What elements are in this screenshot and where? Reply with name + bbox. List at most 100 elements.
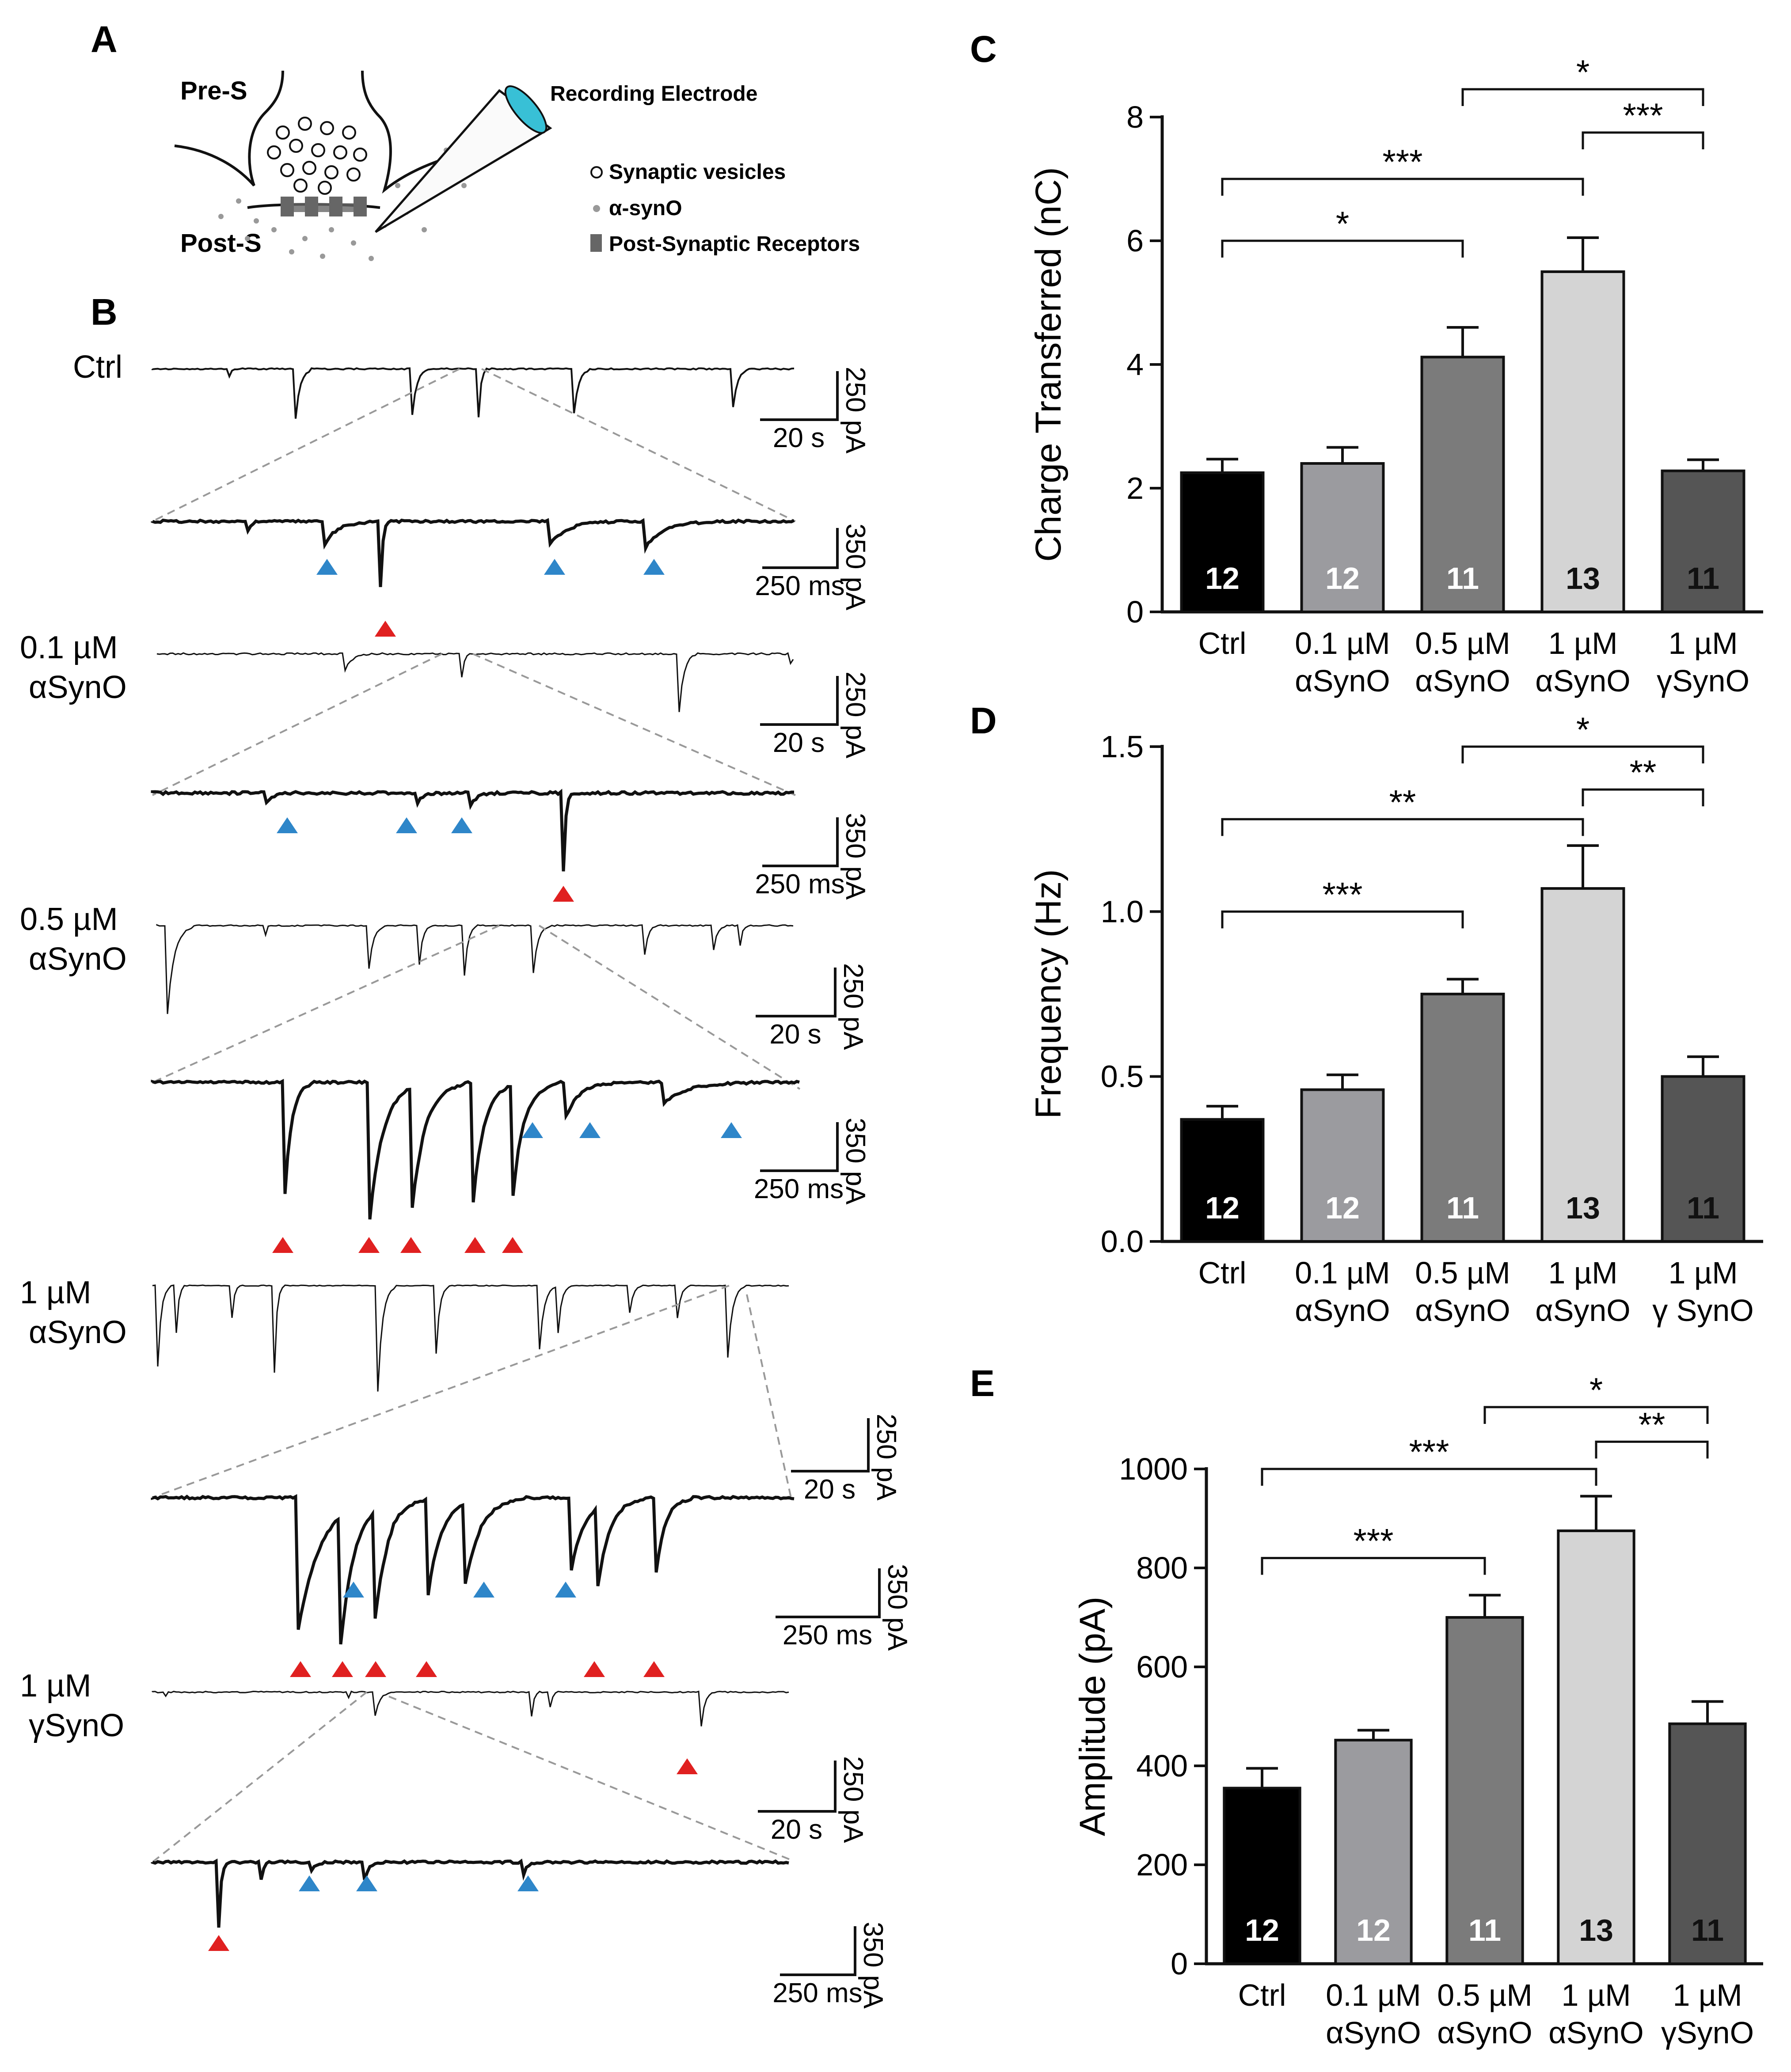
significance-label: *** [1623,96,1663,135]
scale-amp-label: 350 pA [858,1922,888,2009]
bar [1223,1787,1301,1965]
zoom-guide [152,1691,368,1863]
significance-bracket [1461,88,1704,106]
scale-bar [776,1568,881,1618]
scale-amp-label: 250 pA [838,963,868,1050]
y-tick-label: 4 [1126,347,1144,382]
y-tick-label: 800 [1136,1551,1188,1585]
category-label-line2: γSynO [1661,2015,1754,2050]
post-synapse-label: Post-S [180,229,262,258]
asyn01-trace-short [151,789,794,872]
significance-bracket [1461,745,1704,763]
bar [1180,1118,1265,1243]
y-axis-label: Charge Transferred (nC) [1028,167,1069,562]
condition-label-line2: αSynO [29,1315,127,1350]
bar [1661,1075,1745,1243]
zoom-guide [746,1294,792,1498]
zoom-guide [152,925,500,1083]
category-label: Ctrl [1238,1978,1286,2012]
sample-size-label: 11 [1446,1191,1479,1225]
asyn05-trace-short [151,1078,800,1220]
category-label: 0.1 µM [1326,1978,1421,2012]
sample-size-label: 12 [1205,561,1240,596]
y-tick-label: 200 [1136,1848,1188,1882]
significance-bracket [1221,818,1584,836]
y-tick-label: 6 [1126,224,1144,258]
y-axis-label: Frequency (Hz) [1028,869,1069,1119]
significance-bracket [1483,1406,1709,1424]
synaptic-vesicles [267,117,367,195]
condition-label: 0.1 µM [20,630,118,665]
legend-vesicle-label: Synaptic vesicles [609,160,786,184]
red-marker [358,1237,380,1253]
scale-time-label: 20 s [769,1019,821,1050]
scale-time-label: 20 s [773,728,825,758]
bar [1445,1616,1524,1965]
post-synaptic-receptors [281,197,367,216]
bar [1540,270,1625,613]
scale-time-label: 250 ms [772,1978,862,2008]
significance-label: ** [1389,782,1416,821]
pre-synapse-label: Pre-S [180,76,247,105]
scale-bar [760,1122,839,1172]
legend-synO-label: α-synO [609,197,682,220]
scale-time-label: 250 ms [755,869,844,899]
blue-marker [356,1875,377,1891]
significance-bracket [1221,910,1464,929]
significance-label: *** [1322,875,1362,914]
bar [1300,1088,1385,1243]
panel-label-b: B [91,291,118,333]
electrode-label: Recording Electrode [550,82,757,106]
sample-size-label: 11 [1687,561,1719,596]
significance-bracket [1582,131,1704,149]
significance-bracket [1582,788,1704,807]
significance-label: *** [1353,1522,1393,1560]
category-label-line2: αSynO [1415,664,1510,698]
bar [1661,469,1745,614]
red-marker [553,886,574,902]
y-tick-label: 1.5 [1101,729,1144,764]
category-label: 1 µM [1673,1978,1742,2012]
scale-amp-label: 250 pA [840,672,871,759]
scale-amp-label: 350 pA [840,1118,871,1205]
category-label: 1 µM [1668,626,1738,660]
scale-time-label: 20 s [773,423,825,453]
panel-label-e: E [970,1362,995,1404]
scale-time-label: 250 ms [754,1174,844,1204]
zoom-guide [152,653,442,796]
significance-bracket [1221,178,1584,196]
significance-bracket [1261,1557,1486,1575]
significance-label: * [1576,53,1589,91]
category-label-line2: αSynO [1437,2015,1532,2050]
significance-label: *** [1409,1432,1449,1471]
asyn01-trace-long [156,652,794,712]
sample-size-label: 12 [1245,1913,1279,1947]
significance-bracket [1595,1440,1709,1459]
zoom-guide [388,1696,791,1861]
frequency-chart: 0.0 0.5 1.0 1.5 Frequency (Hz) 12 Ctrl 12 0.1 µM… [1028,710,1763,1328]
category-label: 0.1 µM [1295,1256,1390,1290]
blue-marker [299,1875,320,1891]
sample-size-label: 11 [1687,1191,1719,1225]
scale-bar [780,1926,856,1976]
ctrl-trace-short [151,518,795,587]
zoom-guide [152,1285,730,1499]
scale-amp-label: 350 pA [840,524,871,611]
y-tick-label: 0 [1126,595,1144,629]
synapse-diagram: Pre-S Post-S Rec [174,70,860,261]
blue-marker [544,559,565,575]
panel-label-d: D [970,700,997,741]
panel-label-c: C [970,28,997,70]
red-marker [272,1237,293,1253]
red-marker [290,1661,311,1677]
red-marker [643,1661,665,1677]
category-label-line2: γ SynO [1652,1293,1754,1328]
bar [1420,356,1505,613]
scale-time-label: 20 s [771,1814,822,1845]
category-label: 0.5 µM [1415,1256,1510,1290]
significance-label: ** [1630,753,1657,792]
zoom-guide [481,368,796,522]
legend-synO-icon [593,205,600,212]
sample-size-label: 11 [1446,561,1479,596]
